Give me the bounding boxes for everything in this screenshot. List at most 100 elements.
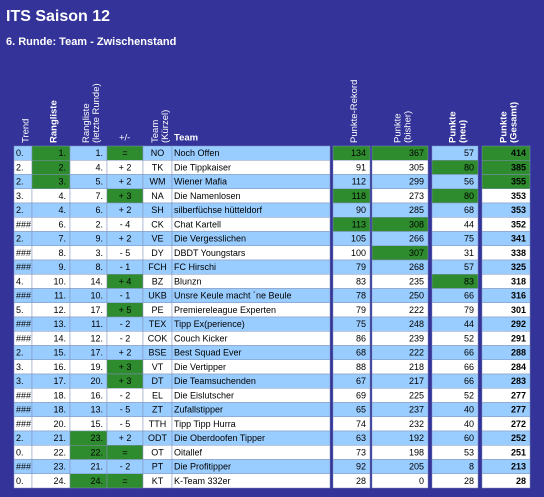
- cell-text: 68: [356, 348, 366, 358]
- cell-text: 15.: [90, 419, 103, 429]
- cell-text: 12.: [90, 333, 103, 343]
- cell-text: 21.: [53, 433, 66, 443]
- cell-text: 79: [464, 305, 474, 315]
- cell-text: SH: [151, 205, 164, 215]
- cell-text: 217: [409, 376, 424, 386]
- cell-text: - 1: [120, 262, 131, 272]
- cell-text: UKB: [148, 291, 167, 301]
- cell-text: 252: [511, 433, 526, 443]
- cell-text: =: [122, 476, 127, 486]
- cell-text: 277: [511, 405, 526, 415]
- cell-text: 248: [409, 319, 424, 329]
- cell-text: 22.: [53, 447, 66, 457]
- cell-text: 299: [409, 177, 424, 187]
- cell-text: 338: [511, 248, 526, 258]
- cell-text: - 1: [120, 291, 131, 301]
- cell: [332, 473, 371, 489]
- cell-text: 18.: [53, 405, 66, 415]
- cell: [371, 473, 429, 489]
- cell-text: 291: [511, 333, 526, 343]
- cell-text: 12.: [53, 305, 66, 315]
- cell-text: 17.: [53, 376, 66, 386]
- cell-text: ###: [16, 219, 31, 229]
- cell-text: 79: [356, 305, 366, 315]
- cell-text: 3.: [58, 177, 66, 187]
- cell-text: Tipp Tipp Hurra: [174, 419, 236, 429]
- cell-text: 288: [511, 348, 526, 358]
- cell-text: Die Eislutscher: [174, 390, 234, 400]
- cell-text: 268: [409, 262, 424, 272]
- cell-text: DBDT Youngstars: [174, 248, 246, 258]
- subtitle: 6. Runde: Team - Zwischenstand: [6, 36, 176, 48]
- cell-text: 237: [409, 405, 424, 415]
- column-header: (letzte Runde): [91, 83, 102, 143]
- cell-text: 277: [511, 390, 526, 400]
- cell-text: 23.: [90, 433, 103, 443]
- cell-text: 19.: [90, 362, 103, 372]
- cell-text: NO: [151, 148, 165, 158]
- cell-text: 44: [464, 319, 474, 329]
- cell-text: 17.: [90, 348, 103, 358]
- cell-text: 355: [511, 177, 526, 187]
- cell-text: 305: [409, 162, 424, 172]
- cell: [481, 473, 531, 489]
- cell-text: Chat Kartell: [174, 219, 221, 229]
- cell-text: 1.: [95, 148, 103, 158]
- cell-text: - 4: [120, 219, 131, 229]
- cell-text: - 2: [120, 462, 131, 472]
- cell-text: 21.: [90, 462, 103, 472]
- cell-text: 9.: [95, 234, 103, 244]
- cell-text: 3.: [16, 362, 24, 372]
- cell-text: 24.: [53, 476, 66, 486]
- cell-text: 112: [352, 177, 366, 187]
- cell-text: NA: [151, 191, 164, 201]
- cell-text: 28: [356, 476, 366, 486]
- cell-text: 83: [356, 276, 366, 286]
- cell-text: 250: [409, 291, 424, 301]
- cell-text: 213: [511, 462, 526, 472]
- cell-text: 74: [356, 419, 366, 429]
- cell-text: FCH: [148, 262, 167, 272]
- cell-text: 92: [356, 462, 366, 472]
- cell-text: 100: [351, 248, 366, 258]
- cell-text: 22.: [90, 447, 103, 457]
- cell-text: - 5: [120, 248, 131, 258]
- cell-text: + 2: [119, 234, 132, 244]
- cell-text: 66: [464, 376, 474, 386]
- cell-text: 353: [511, 205, 526, 215]
- cell-text: 251: [511, 447, 526, 457]
- cell-text: OT: [151, 447, 164, 457]
- cell-text: 78: [356, 291, 366, 301]
- cell-text: 66: [464, 348, 474, 358]
- cell-text: + 5: [119, 305, 132, 315]
- cell-text: 3.: [95, 248, 103, 258]
- cell-text: K-Team 332er: [174, 476, 231, 486]
- cell-text: TTH: [149, 419, 167, 429]
- cell-text: 8: [469, 462, 474, 472]
- cell-text: 28: [516, 476, 526, 486]
- cell-text: CK: [151, 219, 164, 229]
- cell-text: Blunzn: [174, 276, 202, 286]
- cell-text: Noch Offen: [174, 148, 219, 158]
- cell-text: - 5: [120, 405, 131, 415]
- cell-text: + 2: [119, 433, 132, 443]
- cell-text: + 2: [119, 348, 132, 358]
- cell-text: TEX: [149, 319, 167, 329]
- cell-text: 23.: [53, 462, 66, 472]
- cell-text: DY: [151, 248, 164, 258]
- cell-text: 9.: [58, 262, 66, 272]
- cell-text: 0.: [16, 148, 24, 158]
- cell-text: - 2: [120, 319, 131, 329]
- cell-text: ###: [16, 262, 31, 272]
- cell-text: BSE: [148, 348, 166, 358]
- cell-text: 1.: [58, 148, 66, 158]
- cell-text: 232: [409, 419, 424, 429]
- cell-text: BZ: [152, 276, 164, 286]
- cell-text: Zufallstipper: [174, 405, 223, 415]
- cell-text: 66: [464, 362, 474, 372]
- cell-text: 86: [356, 333, 366, 343]
- cell-text: + 2: [119, 177, 132, 187]
- cell-text: 316: [511, 291, 526, 301]
- cell-text: PT: [152, 462, 164, 472]
- cell-text: 2.: [58, 162, 66, 172]
